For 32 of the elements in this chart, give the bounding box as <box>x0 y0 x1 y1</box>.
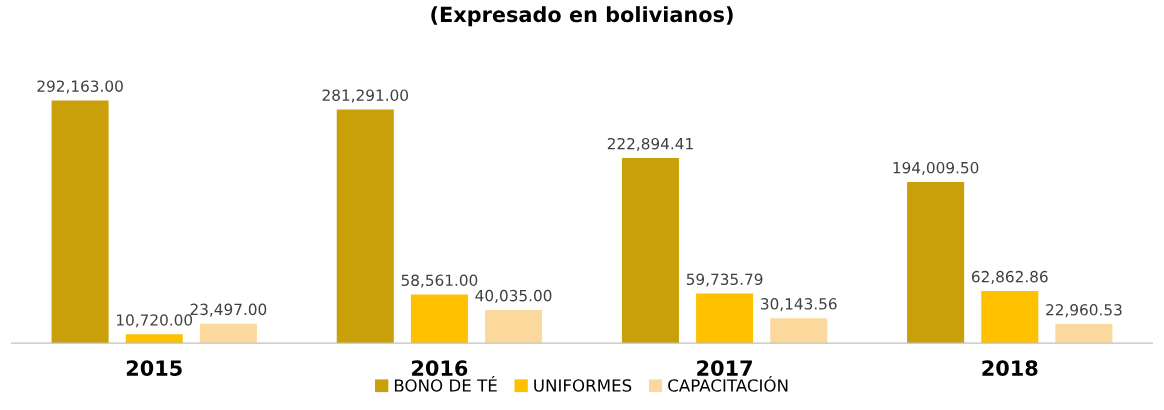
bar <box>410 294 468 344</box>
data-label: 40,035.00 <box>475 289 552 303</box>
data-label: 10,720.00 <box>117 314 193 328</box>
bar <box>485 309 543 344</box>
data-label: 292,163.00 <box>37 80 123 94</box>
x-tick-label: 2016 <box>412 360 468 376</box>
bar <box>51 100 109 344</box>
bar <box>336 109 394 344</box>
bar <box>770 318 828 344</box>
data-label: 59,735.79 <box>686 273 763 287</box>
data-label: 281,291.00 <box>322 89 408 103</box>
data-label: 23,497.00 <box>190 303 267 317</box>
data-label: 62,862.86 <box>971 270 1048 284</box>
chart-title: (Expresado en bolivianos) <box>431 6 733 27</box>
legend-label: BONO DE TÉ <box>394 376 497 392</box>
bar <box>907 181 965 344</box>
data-label: 194,009.50 <box>893 161 979 176</box>
data-label: 58,561.00 <box>401 274 478 288</box>
x-tick-label: 2015 <box>126 360 182 376</box>
bar <box>696 293 754 344</box>
bar <box>125 334 183 344</box>
data-label: 222,894.41 <box>607 137 693 152</box>
legend-label: UNIFORMES <box>534 379 632 392</box>
x-tick-label: 2018 <box>982 360 1038 376</box>
data-label: 30,143.56 <box>761 298 837 312</box>
x-tick-label: 2017 <box>697 360 752 376</box>
data-label: 22,960.53 <box>1046 304 1122 318</box>
legend-label: CAPACITACIÓN <box>668 376 788 392</box>
bar <box>1055 324 1113 344</box>
bar <box>199 323 257 344</box>
bar <box>621 158 679 344</box>
bar <box>981 290 1039 344</box>
